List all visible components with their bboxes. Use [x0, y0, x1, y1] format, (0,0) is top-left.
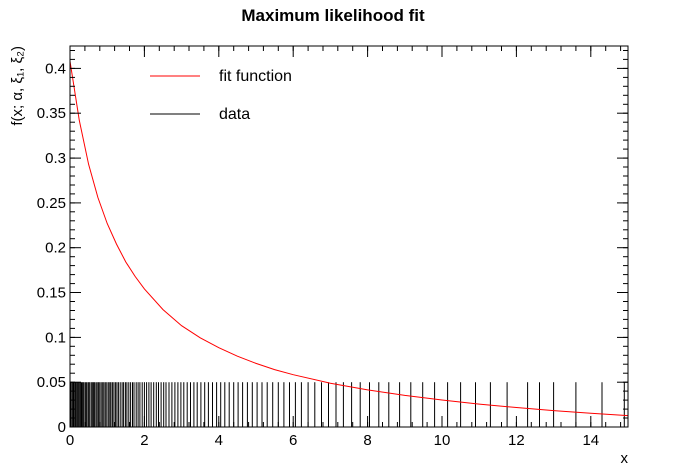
y-tick-label: 0.05	[37, 374, 66, 391]
axis-ticks	[69, 46, 628, 428]
fit-function-curve	[69, 61, 629, 417]
y-tick-label: 0.2	[45, 240, 66, 257]
x-tick-label: 8	[363, 432, 371, 449]
x-tick-label: 2	[140, 432, 148, 449]
y-tick-label: 0	[58, 419, 66, 436]
y-tick-label: 0.3	[45, 150, 66, 167]
plot-frame	[69, 45, 629, 428]
x-axis-title: x	[621, 450, 629, 467]
x-tick-label: 0	[66, 432, 74, 449]
y-tick-label: 0.1	[45, 329, 66, 346]
y-tick-label: 0.25	[37, 195, 66, 212]
legend-label-data: data	[219, 106, 250, 123]
y-tick-label: 0.15	[37, 285, 66, 302]
legend-label-fit-function: fit function	[219, 68, 292, 85]
y-tick-label: 0.35	[37, 105, 66, 122]
chart-title: Maximum likelihood fit	[241, 6, 425, 25]
x-tick-label: 4	[215, 432, 223, 449]
x-tick-label: 14	[582, 432, 599, 449]
data-marks	[70, 382, 625, 427]
x-tick-label: 6	[289, 432, 297, 449]
x-tick-label: 10	[434, 432, 451, 449]
y-tick-label: 0.4	[45, 60, 66, 77]
y-axis-title: f(x; α, ξ₁, ξ₂)	[9, 46, 26, 126]
tick-labels: 0 2 4 6 8 10 12 14 0 0.05 0.1 0.15 0.2 0.25 0.3 0.35 0.4	[37, 60, 599, 449]
x-tick-label: 12	[508, 432, 525, 449]
legend: fit function data	[150, 68, 292, 123]
